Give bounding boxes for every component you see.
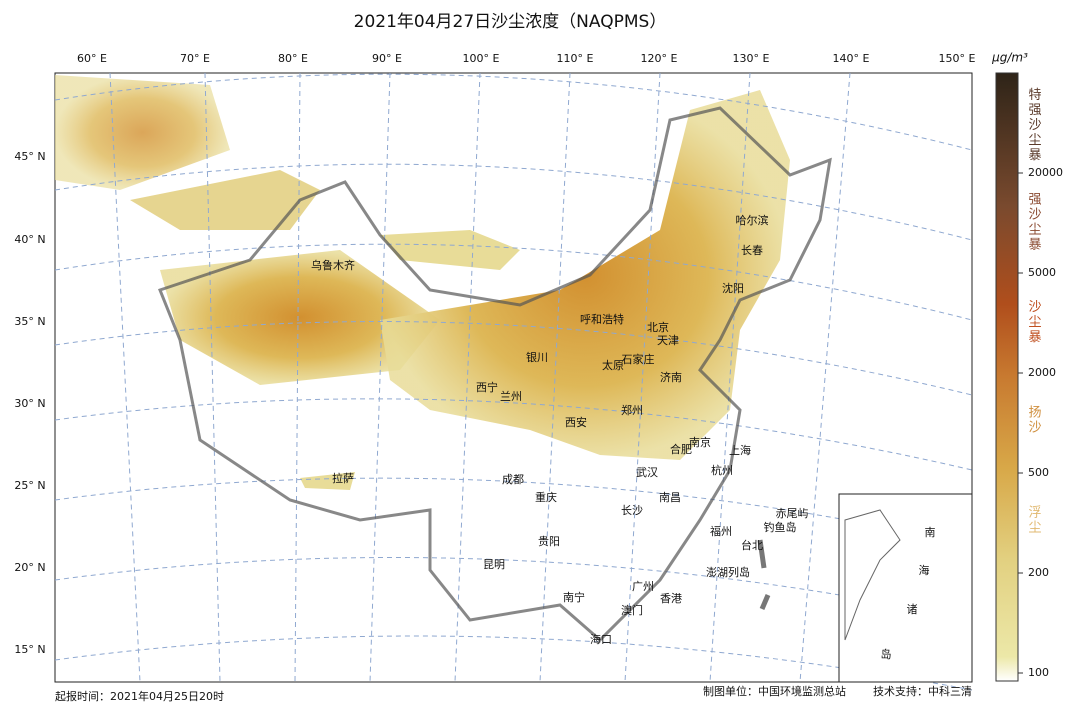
lat-label: 45° N xyxy=(14,150,45,163)
city-label: 南宁 xyxy=(563,590,585,604)
lon-label: 130° E xyxy=(733,52,770,65)
lat-label: 30° N xyxy=(14,397,45,410)
city-label: 沈阳 xyxy=(722,281,744,295)
city-label: 南昌 xyxy=(659,491,681,504)
city-label: 南京 xyxy=(689,435,711,449)
lat-label: 20° N xyxy=(14,561,45,574)
city-label: 合肥 xyxy=(670,442,692,456)
city-label: 武汉 xyxy=(636,466,658,479)
lon-label: 150° E xyxy=(939,52,976,65)
lon-label: 80° E xyxy=(278,52,308,65)
city-label: 北京 xyxy=(647,320,669,334)
city-label: 澎湖列岛 xyxy=(706,565,750,579)
level-label: 扬沙 xyxy=(1026,405,1042,435)
city-label: 福州 xyxy=(710,524,732,538)
city-label: 昆明 xyxy=(483,558,505,571)
lon-label: 140° E xyxy=(833,52,870,65)
colorbar-tick-label: 100 xyxy=(1028,666,1049,679)
city-label: 郑州 xyxy=(621,403,643,417)
lat-label: 40° N xyxy=(14,233,45,246)
colorbar-tick-label: 500 xyxy=(1028,466,1049,479)
city-label: 香港 xyxy=(660,592,682,605)
inset-label: 诸 xyxy=(907,603,918,616)
unit: μg/m³ xyxy=(991,51,1028,65)
city-label: 兰州 xyxy=(500,390,522,403)
city-label: 台北 xyxy=(741,538,763,552)
city-label: 银川 xyxy=(526,350,548,364)
level-label: 浮尘 xyxy=(1026,505,1042,535)
city-label: 上海 xyxy=(729,443,751,457)
city-label: 石家庄 xyxy=(622,352,655,366)
city-label: 钓鱼岛 xyxy=(764,520,797,534)
lon-label: 70° E xyxy=(180,52,210,65)
city-label: 天津 xyxy=(657,334,679,347)
lon-label: 110° E xyxy=(557,52,594,65)
inset-label: 南 xyxy=(925,526,936,539)
city-label: 杭州 xyxy=(711,463,733,477)
city-label: 太原 xyxy=(602,359,624,372)
colorbar xyxy=(995,72,1019,682)
city-label: 乌鲁木齐 xyxy=(311,258,355,272)
colorbar-tick-label: 200 xyxy=(1028,566,1049,579)
level-label: 沙尘暴 xyxy=(1026,300,1042,345)
lon-label: 60° E xyxy=(77,52,107,65)
city-label: 长沙 xyxy=(621,504,643,517)
colorbar-tick-label: 5000 xyxy=(1028,266,1056,279)
footer-producer: 制图单位：中国环境监测总站 xyxy=(703,684,846,698)
city-label: 赤尾屿 xyxy=(776,507,809,520)
lat-label: 15° N xyxy=(14,643,45,656)
city-label: 广州 xyxy=(632,580,654,593)
title: 2021年04月27日沙尘浓度（NAQPMS） xyxy=(354,12,667,32)
city-label: 重庆 xyxy=(535,490,557,504)
inset-label: 岛 xyxy=(881,647,892,661)
city-label: 贵阳 xyxy=(538,535,560,548)
city-label: 澳门 xyxy=(621,603,643,617)
lat-label: 35° N xyxy=(14,315,45,328)
level-label: 强沙尘暴 xyxy=(1026,192,1042,252)
city-label: 西安 xyxy=(565,415,587,429)
city-label: 济南 xyxy=(660,370,682,384)
city-label: 海口 xyxy=(590,632,612,646)
lon-label: 90° E xyxy=(372,52,402,65)
city-label: 拉萨 xyxy=(332,471,354,485)
lon-label: 120° E xyxy=(641,52,678,65)
colorbar-tick-label: 20000 xyxy=(1028,166,1063,179)
footer-support: 技术支持：中科三清 xyxy=(873,684,972,698)
colorbar-tick-label: 2000 xyxy=(1028,366,1056,379)
city-label: 西宁 xyxy=(476,380,498,394)
city-label: 成都 xyxy=(502,473,524,486)
city-label: 长春 xyxy=(741,244,763,257)
city-label: 哈尔滨 xyxy=(736,213,769,227)
lat-label: 25° N xyxy=(14,479,45,492)
inset-label: 海 xyxy=(919,563,930,577)
map xyxy=(54,72,973,691)
footer-issued: 起报时间：2021年04月25日20时 xyxy=(55,689,224,703)
lon-label: 100° E xyxy=(463,52,500,65)
city-label: 呼和浩特 xyxy=(580,312,624,326)
level-label: 特强沙尘暴 xyxy=(1026,88,1042,163)
